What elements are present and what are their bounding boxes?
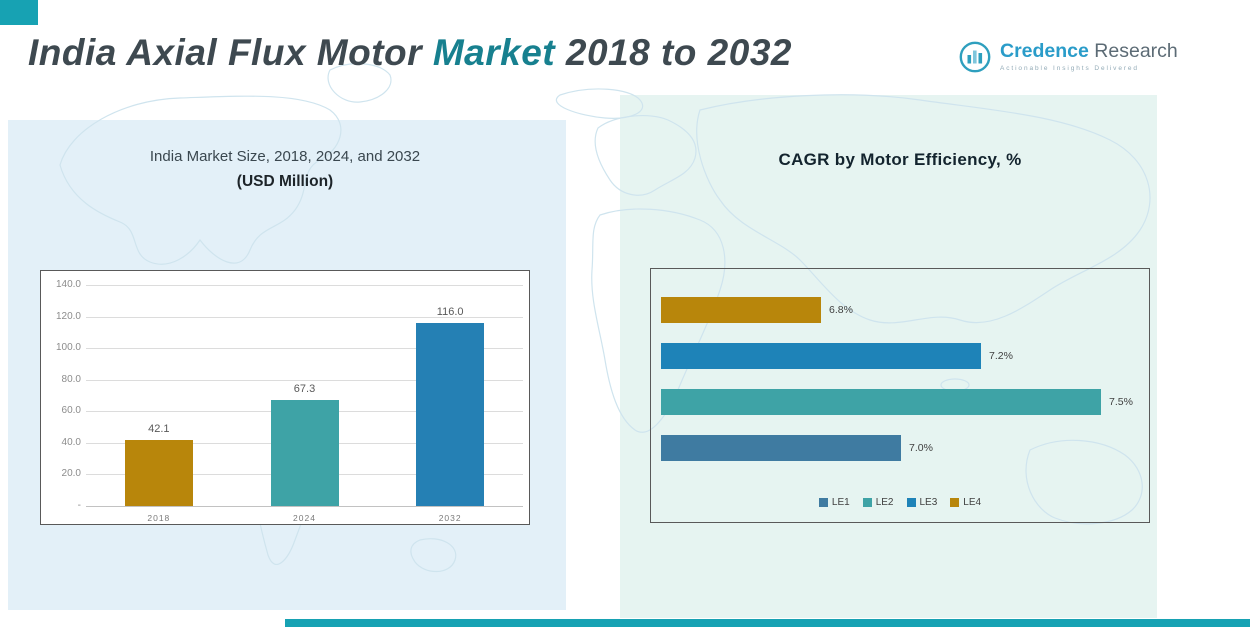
bar-2018	[124, 439, 193, 506]
y-axis-tick-label: 40.0	[61, 436, 81, 448]
x-axis-tick-label: 2032	[438, 513, 462, 523]
legend-swatch	[950, 498, 960, 507]
legend-item-LE4: LE4	[950, 497, 981, 508]
market-size-column-chart: 140.0 120.0 100.0 80.0 60.0 40.0 20.0 - 42.1 2018…	[40, 270, 530, 525]
legend-item-LE2: LE2	[862, 497, 894, 508]
brand-name: Credence Research	[1000, 40, 1178, 62]
top-left-accent-bar	[0, 0, 38, 25]
x-axis-tick-label: 2018	[147, 513, 171, 523]
legend-label: LE2	[875, 497, 894, 508]
right-chart-title: CAGR by Motor Efficiency, %	[778, 150, 1022, 169]
logo-text: Credence Research Actionable Insights De…	[1000, 40, 1178, 72]
y-axis-tick-label: 20.0	[61, 468, 81, 480]
bottom-accent-bar	[285, 619, 1250, 627]
y-axis-tick-label: 140.0	[55, 279, 81, 290]
title-segment-1: India Axial Flux Motor	[28, 32, 433, 73]
bar-LE1	[661, 435, 901, 461]
gridline	[86, 285, 523, 286]
brand-tagline: Actionable Insights Delivered	[1000, 65, 1139, 72]
bar-value-label: 42.1	[148, 422, 170, 435]
gridline	[86, 506, 523, 507]
title-segment-3: 2018 to 2032	[555, 32, 792, 73]
brand-name-secondary: Research	[1088, 40, 1178, 62]
legend-item-LE3: LE3	[906, 497, 938, 508]
bar-LE3	[661, 343, 981, 369]
x-axis-tick-label: 2024	[293, 513, 316, 523]
bar-LE2	[661, 389, 1101, 415]
credence-research-logo: Credence Research Actionable Insights De…	[958, 40, 1178, 79]
legend-swatch	[818, 498, 828, 507]
bar-chart-circle-icon	[958, 40, 992, 79]
y-axis-tick-label: 100.0	[55, 342, 81, 354]
legend-label: LE1	[831, 497, 850, 508]
legend-swatch	[862, 498, 872, 507]
bar-value-label: 7.2%	[989, 350, 1013, 362]
bar-value-label: 116.0	[436, 305, 464, 318]
title-segment-2: Market	[432, 32, 556, 73]
y-axis-tick-label: 120.0	[55, 310, 81, 322]
y-axis-tick-label: 60.0	[61, 405, 81, 417]
legend-swatch	[906, 498, 916, 507]
legend-item-LE1: LE1	[818, 497, 850, 508]
bar-value-label: 7.5%	[1109, 396, 1133, 408]
chart-legend: LE1 LE2 LE3 LE4	[651, 497, 1149, 508]
y-axis-tick-label: 80.0	[61, 373, 81, 385]
legend-label: LE4	[963, 497, 982, 508]
bar-value-label: 67.3	[293, 382, 316, 395]
page-title: India Axial Flux Motor Market 2018 to 20…	[28, 32, 792, 74]
bar-2032	[416, 322, 485, 506]
bar-LE4	[661, 297, 821, 323]
legend-label: LE3	[919, 497, 938, 508]
brand-name-primary: Credence	[1000, 40, 1089, 62]
bar-value-label: 6.8%	[829, 304, 853, 316]
bar-2024	[270, 399, 339, 506]
left-chart-subtitle: (USD Million)	[236, 173, 334, 190]
bar-value-label: 7.0%	[909, 442, 933, 454]
y-axis-tick-label: -	[77, 500, 81, 511]
cagr-horizontal-bar-chart: LE1 LE2 LE3 LE4 6.8% 7.2% 7.5% 7.0%	[650, 268, 1150, 523]
left-chart-title: India Market Size, 2018, 2024, and 2032	[149, 148, 421, 165]
